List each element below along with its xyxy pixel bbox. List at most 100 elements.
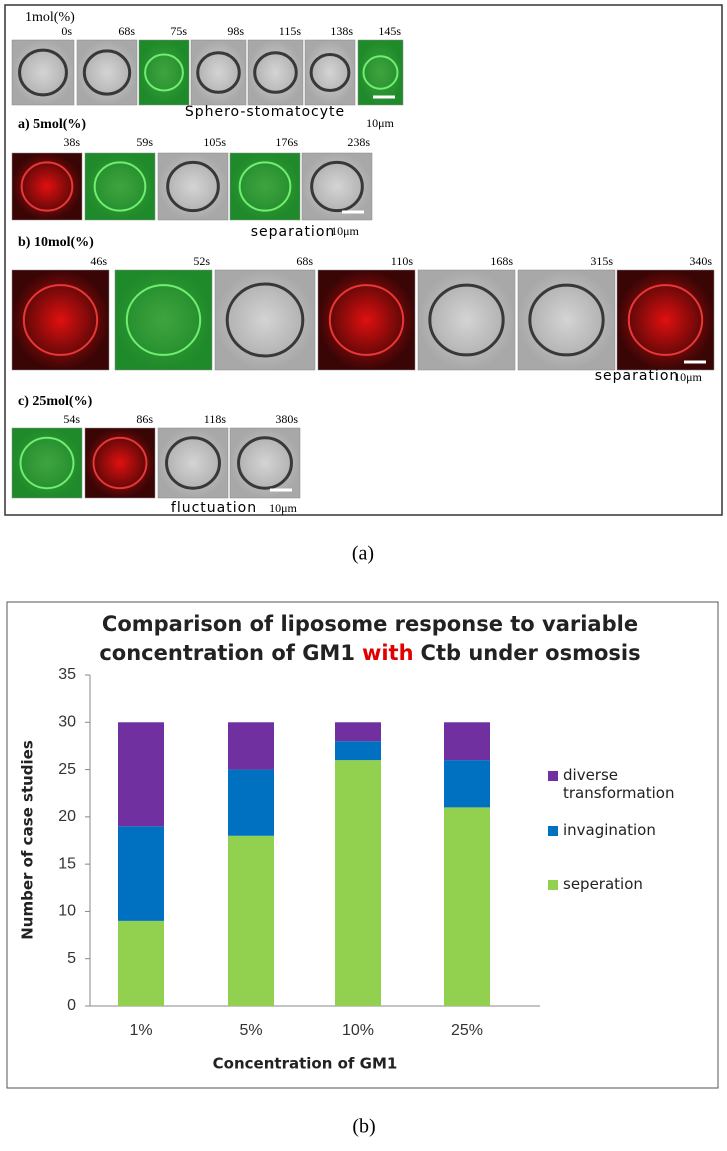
vesicle	[82, 49, 132, 96]
y-tick-label: 10	[58, 903, 76, 920]
micrograph	[417, 269, 516, 371]
y-tick-label: 15	[58, 855, 76, 872]
bar-segment	[228, 835, 274, 1006]
vesicle	[309, 53, 351, 92]
bar-segment	[444, 722, 490, 761]
time-label: 52s	[193, 254, 210, 268]
time-label: 46s	[90, 254, 107, 268]
vesicle	[238, 161, 292, 212]
vesicle	[166, 160, 220, 213]
micrograph	[11, 269, 110, 371]
row-label: b) 10mol(%)	[18, 235, 94, 250]
x-tick-label: 10%	[342, 1022, 374, 1039]
row-label: 1mol(%)	[25, 10, 75, 25]
time-label: 54s	[63, 412, 80, 426]
time-label: 68s	[118, 24, 135, 38]
vesicle	[528, 283, 605, 357]
time-label: 68s	[296, 254, 313, 268]
micrograph	[214, 269, 316, 371]
time-label: 118s	[204, 412, 227, 426]
micrograph	[84, 152, 156, 221]
micrograph	[357, 39, 404, 106]
vesicle	[144, 53, 184, 92]
scale-label: 10μm	[331, 224, 359, 238]
micrograph	[11, 152, 83, 221]
caption: separation	[595, 368, 680, 384]
x-tick-label: 5%	[239, 1022, 262, 1039]
vesicle	[225, 282, 305, 358]
scale-label: 10μm	[366, 116, 394, 130]
vesicle	[237, 436, 293, 490]
bar-segment	[444, 807, 490, 1006]
x-tick-label: 1%	[129, 1022, 152, 1039]
vesicle	[19, 436, 75, 490]
time-label: 115s	[279, 24, 302, 38]
legend-entry: invagination	[563, 821, 656, 839]
micrograph	[138, 39, 190, 106]
time-label: 110s	[391, 254, 414, 268]
legend-swatch	[548, 880, 558, 890]
micrograph	[11, 427, 83, 499]
title-part: Ctb under osmosis	[421, 641, 641, 665]
bar-segment	[335, 760, 381, 1006]
micrograph	[84, 427, 156, 499]
micrograph	[114, 269, 213, 371]
y-tick-label: 30	[58, 714, 76, 731]
panel-label: (b)	[352, 1116, 375, 1138]
y-tick-label: 20	[58, 808, 76, 825]
panel-a-frame	[4, 4, 723, 516]
x-tick-label: 25%	[451, 1022, 483, 1039]
micrograph	[229, 152, 301, 221]
y-tick-label: 25	[58, 761, 76, 778]
vesicle	[18, 48, 68, 97]
title-part: concentration of GM1	[99, 641, 355, 665]
time-label: 145s	[378, 24, 401, 38]
vesicle	[253, 51, 298, 94]
vesicle	[125, 284, 202, 356]
time-label: 315s	[590, 254, 613, 268]
time-label: 168s	[490, 254, 513, 268]
bar-segment	[335, 722, 381, 742]
bar-segment	[228, 769, 274, 836]
vesicle	[428, 283, 505, 357]
vesicle	[362, 55, 399, 90]
y-tick-label: 0	[67, 997, 76, 1014]
micrograph	[157, 152, 229, 221]
time-label: 38s	[63, 135, 80, 149]
legend-label: diverse transformation	[563, 766, 675, 802]
legend-swatch	[548, 826, 558, 836]
time-label: 98s	[227, 24, 244, 38]
vesicle	[310, 160, 364, 213]
micrograph	[157, 427, 229, 499]
vesicle	[165, 436, 221, 490]
vesicle	[93, 161, 147, 212]
time-label: 59s	[136, 135, 153, 149]
chart-title: concentration of GM1 with Ctb under osmosi…	[99, 641, 640, 665]
caption: Sphero-stomatocyte	[185, 104, 345, 120]
legend-entry: diverse transformation	[563, 766, 675, 802]
bar-segment	[118, 826, 164, 921]
vesicle	[196, 51, 241, 94]
micrograph	[301, 152, 373, 221]
panel-label: (a)	[352, 543, 374, 565]
y-axis-title: Number of case studies	[19, 740, 37, 940]
vesicle	[92, 436, 148, 490]
micrograph	[317, 269, 416, 371]
micrograph	[190, 39, 247, 106]
title-highlight: with	[362, 641, 414, 665]
time-label: 105s	[203, 135, 226, 149]
bar-segment	[118, 920, 164, 1006]
time-label: 138s	[330, 24, 353, 38]
time-label: 238s	[347, 135, 370, 149]
caption: fluctuation	[171, 500, 257, 516]
micrograph	[304, 39, 356, 106]
time-label: 380s	[275, 412, 298, 426]
chart-title: Comparison of liposome response to varia…	[102, 612, 638, 636]
time-label: 340s	[689, 254, 712, 268]
legend-label: seperation	[563, 875, 643, 893]
time-label: 0s	[61, 24, 72, 38]
vesicle	[627, 284, 704, 356]
caption: separation	[251, 224, 336, 240]
